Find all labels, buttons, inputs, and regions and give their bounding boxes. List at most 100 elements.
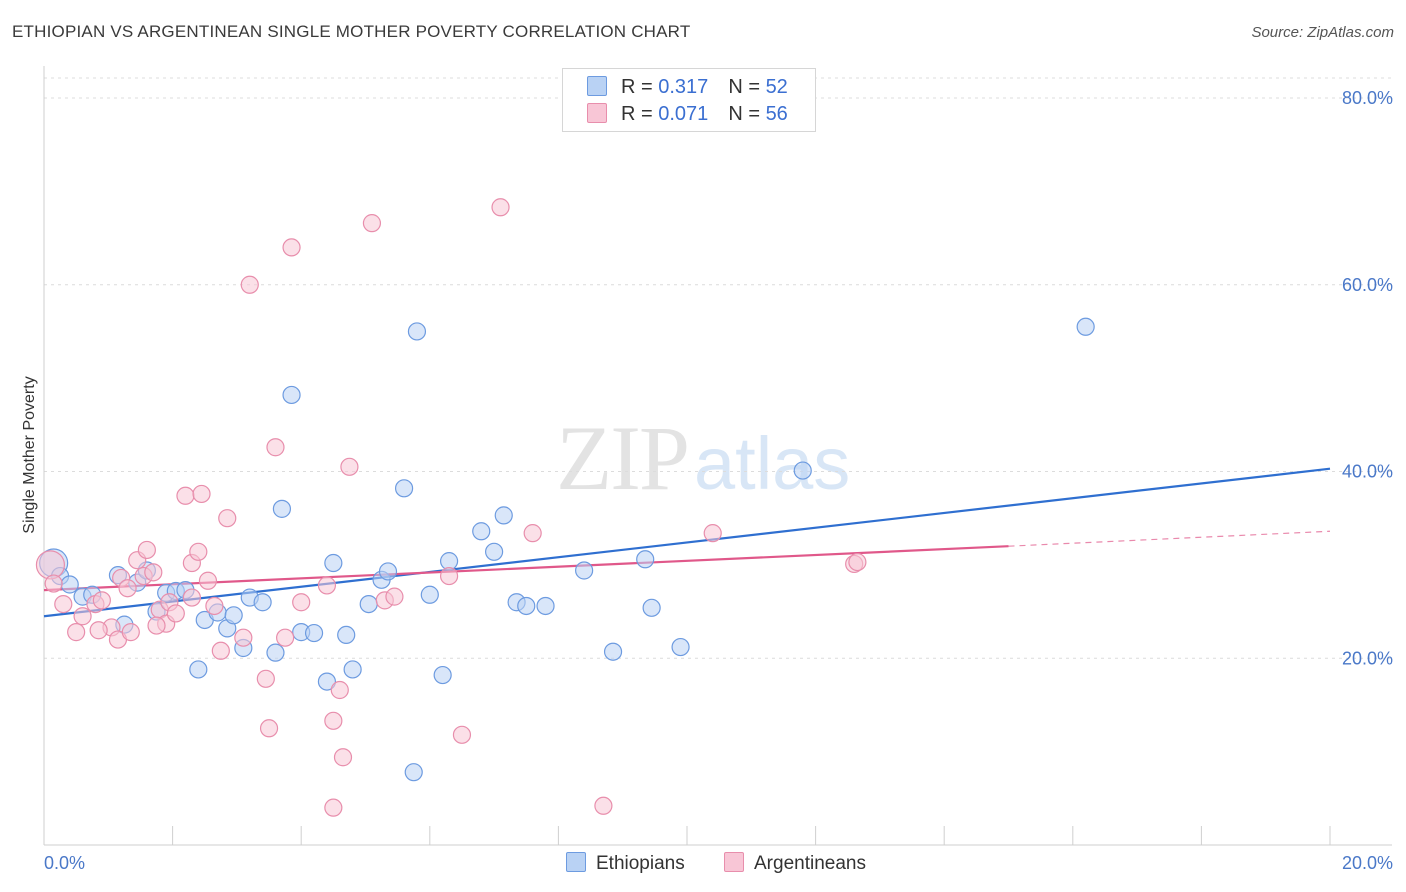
axes <box>43 66 1392 846</box>
argentineans-point <box>89 621 108 640</box>
ethiopians-swatch <box>587 76 607 96</box>
ethiopians-point <box>603 642 623 661</box>
stats-legend: R = 0.317 N = 52 R = 0.071 N = 56 <box>562 68 816 132</box>
trend-lines <box>43 467 1331 618</box>
ethiopians-point <box>253 593 272 612</box>
argentineans-point <box>259 719 279 738</box>
ethiopians-point <box>337 625 356 645</box>
ethiopians-point <box>378 562 398 581</box>
argentineans-point <box>218 509 237 528</box>
ethiopians-point <box>1076 317 1095 336</box>
argentineans-point <box>189 542 208 561</box>
x-tick-label-max: 20.0% <box>1342 853 1393 873</box>
ethiopians-point <box>324 553 343 573</box>
argentineans-point <box>35 550 66 580</box>
argentineans-point <box>452 725 472 744</box>
ethiopians-point <box>272 499 292 518</box>
legend-n-label: N = <box>728 103 766 125</box>
argentineans-point <box>385 587 404 606</box>
watermark: ZIPatlas <box>556 405 850 511</box>
argentineans-point <box>292 593 311 612</box>
argentineans-point <box>340 457 359 476</box>
argentineans-point <box>205 596 224 616</box>
argentineans-point <box>67 623 86 642</box>
argentineans-point <box>144 563 163 582</box>
y-tick-label: 60.0% <box>1342 275 1393 295</box>
ethiopians-point <box>433 665 452 685</box>
argentineans-point <box>92 591 111 610</box>
argentineans-point <box>362 214 382 233</box>
argentineans-point <box>211 641 230 660</box>
ethiopians-point <box>642 598 661 617</box>
argentineans-point <box>54 594 73 614</box>
y-tick-label: 80.0% <box>1342 88 1393 108</box>
legend-n-value: 52 <box>765 76 788 98</box>
legend-n-value: 56 <box>765 103 788 125</box>
argentineans-point <box>240 275 259 294</box>
ethiopians-point <box>407 322 427 341</box>
ethiopians-point <box>317 672 337 691</box>
argentineans-point <box>256 669 275 688</box>
argentineans-point <box>121 623 140 642</box>
ethiopians-legend-swatch <box>566 852 586 872</box>
argentineans-swatch <box>587 103 607 123</box>
legend-row-ethiopians: R = 0.317 N = 52 <box>587 75 788 99</box>
ethiopians-point <box>304 623 324 643</box>
ethiopians-point <box>472 522 491 541</box>
argentineans-point <box>594 796 613 815</box>
ethiopians-point <box>793 461 812 480</box>
y-tick-label: 20.0% <box>1342 648 1393 668</box>
argentineans-point <box>137 540 156 560</box>
argentineans-point <box>523 524 542 543</box>
argentineans-trend-extension <box>1008 530 1331 547</box>
ethiopians-point <box>636 550 655 569</box>
y-tick-label: 40.0% <box>1342 462 1393 482</box>
chart-title: ETHIOPIAN VS ARGENTINEAN SINGLE MOTHER P… <box>12 22 691 41</box>
argentineans-point <box>198 571 218 590</box>
argentineans-point <box>317 576 337 595</box>
ethiopians-point <box>404 763 423 782</box>
bottom-legend-ethiopians: Ethiopians <box>566 852 685 875</box>
argentineans-point <box>439 566 459 586</box>
argentineans-point <box>703 524 722 543</box>
legend-r-label: R = <box>621 76 659 98</box>
argentineans-points <box>35 198 867 817</box>
ethiopians-point <box>282 385 301 405</box>
ethiopians-point <box>494 506 513 525</box>
legend-n-label: N = <box>728 76 766 98</box>
argentineans-point <box>192 484 211 504</box>
argentineans-point <box>491 198 510 217</box>
ethiopians-point <box>671 637 690 657</box>
ethiopians-point <box>266 643 285 662</box>
y-axis-label: Single Mother Poverty <box>21 376 38 534</box>
legend-r-value: 0.071 <box>658 103 709 125</box>
watermark-zip: ZIP <box>556 407 690 509</box>
x-tick-label-min: 0.0% <box>44 853 85 873</box>
argentineans-point <box>266 438 285 457</box>
argentineans-point <box>324 798 343 817</box>
argentineans-point <box>176 486 195 505</box>
argentineans-point <box>333 748 353 767</box>
source-label: Source: ZipAtlas.com <box>1251 24 1394 41</box>
ethiopians-point <box>575 561 594 580</box>
argentineans-point <box>276 628 295 647</box>
argentineans-point <box>330 680 349 700</box>
legend-r-value: 0.317 <box>658 76 709 98</box>
watermark-atlas: atlas <box>694 422 851 505</box>
ethiopians-point <box>420 585 439 604</box>
tick-labels: 20.0% 40.0% 60.0% 80.0% 0.0% 20.0% <box>44 88 1393 873</box>
ethiopians-legend-label: Ethiopians <box>596 853 685 874</box>
argentineans-point <box>73 607 92 626</box>
argentineans-legend-label: Argentineans <box>754 853 866 874</box>
ethiopians-point <box>189 660 208 679</box>
bottom-legend-argentineans: Argentineans <box>724 852 866 875</box>
argentineans-point <box>118 579 137 598</box>
argentineans-point <box>234 628 253 647</box>
legend-row-argentineans: R = 0.071 N = 56 <box>587 102 788 126</box>
argentineans-point <box>282 238 301 257</box>
ethiopians-trend-line <box>43 467 1331 618</box>
argentineans-legend-swatch <box>724 852 744 872</box>
ethiopians-point <box>359 594 378 614</box>
ethiopians-point <box>60 575 79 594</box>
